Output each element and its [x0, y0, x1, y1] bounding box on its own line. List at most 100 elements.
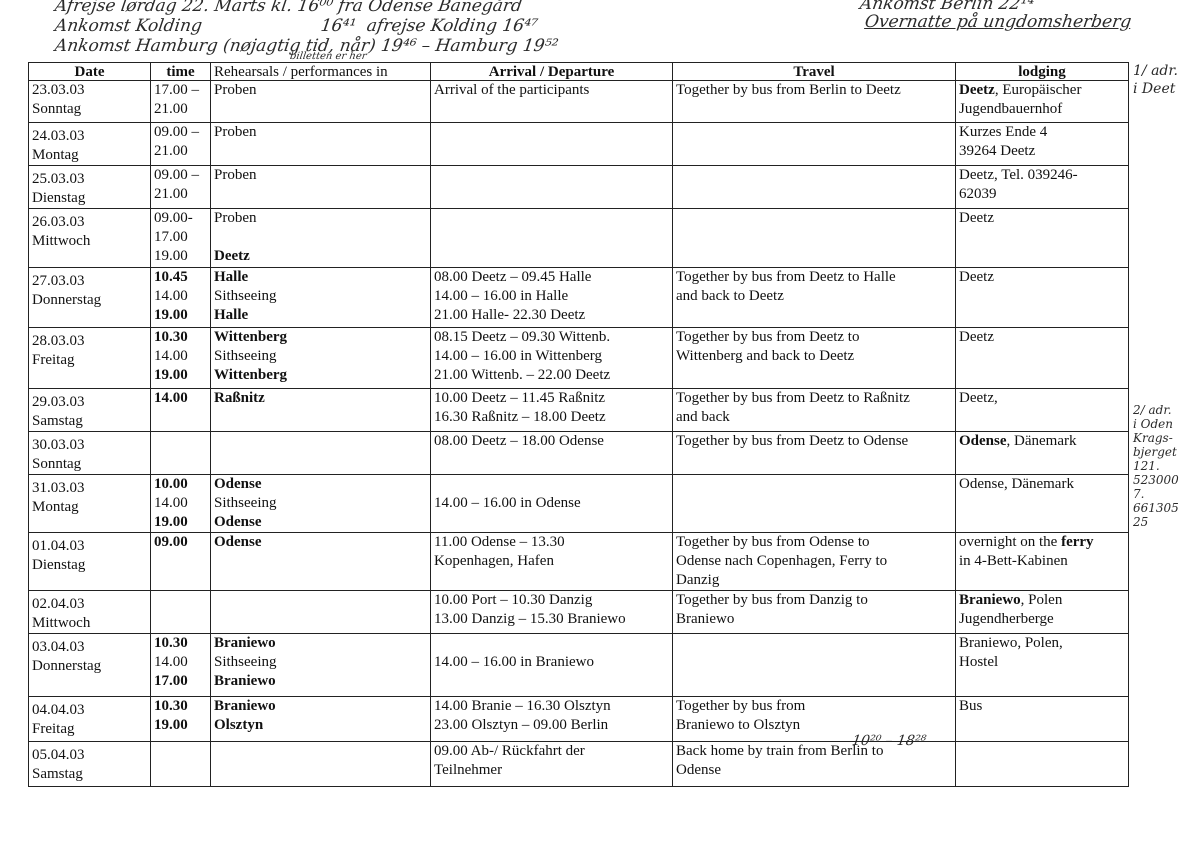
time-line: 17.00	[154, 229, 188, 245]
cell-date: 02.04.03 Mittwoch	[28, 590, 151, 634]
cell-arrival: 08.00 Deetz – 09.45 Halle 14.00 – 16.00 i…	[430, 267, 673, 328]
cell-time: 10.00 14.00 19.00	[150, 474, 211, 533]
lodging-line: Jugendbauernhof	[959, 100, 1125, 119]
cell-rehearsal: Braniewo Sithseeing Braniewo	[210, 633, 431, 697]
header-date: Date	[28, 62, 151, 81]
table-row: 01.04.03 Dienstag 09.00 Odense 11.00 Odense …	[28, 532, 1129, 591]
time-line: 14.00	[154, 288, 188, 304]
cell-arrival	[430, 208, 673, 268]
travel-line: Together by bus from Deetz to Raßnitz	[676, 390, 910, 406]
cell-date: 01.04.03 Dienstag	[28, 532, 151, 591]
time-line: 21.00	[154, 101, 188, 117]
arrival-line: 08.00 Deetz – 18.00 Odense	[434, 433, 604, 449]
rehearsal-line: Braniewo	[214, 635, 276, 651]
arrival-line: 13.00 Danzig – 15.30 Braniewo	[434, 611, 626, 627]
time-line: 19.00	[154, 717, 188, 733]
cell-travel: Together by bus from Braniewo to Olsztyn	[672, 696, 956, 742]
cell-rehearsal: Halle Sithseeing Halle	[210, 267, 431, 328]
lodging-line: 62039	[959, 185, 1125, 204]
lodging-text: 62039	[959, 186, 997, 202]
cell-time	[150, 590, 211, 634]
cell-lodging: Kurzes Ende 4 39264 Deetz	[955, 122, 1129, 166]
cell-time: 09.00 – 21.00	[150, 165, 211, 209]
weekday: Montag	[32, 499, 79, 515]
lodging-line: 39264 Deetz	[959, 142, 1125, 161]
cell-arrival: 11.00 Odense – 13.30 Kopenhagen, Hafen	[430, 532, 673, 591]
cell-arrival: 14.00 – 16.00 in Braniewo	[430, 633, 673, 697]
rehearsal-line: Sithseeing	[214, 348, 277, 364]
cell-lodging: Deetz	[955, 208, 1129, 268]
cell-lodging: Deetz	[955, 267, 1129, 328]
lodging-line: Deetz	[959, 269, 1125, 288]
arrival-line	[434, 476, 669, 495]
cell-date: 25.03.03 Dienstag	[28, 165, 151, 209]
lodging-line: Braniewo, Polen	[959, 592, 1125, 611]
date: 02.04.03	[32, 596, 85, 612]
cell-arrival: 08.15 Deetz – 09.30 Wittenb. 14.00 – 16.0…	[430, 327, 673, 389]
cell-travel: Together by bus from Berlin to Deetz	[672, 80, 956, 123]
rehearsal-line: Proben	[214, 82, 257, 98]
weekday: Samstag	[32, 766, 83, 782]
cell-lodging: Bus	[955, 696, 1129, 742]
rehearsal-line: Raßnitz	[214, 390, 265, 406]
lodging-text: Braniewo, Polen,	[959, 635, 1063, 651]
time-line: 17.00	[154, 673, 188, 689]
cell-travel	[672, 122, 956, 166]
cell-time: 10.30 19.00	[150, 696, 211, 742]
cell-rehearsal: Odense Sithseeing Odense	[210, 474, 431, 533]
lodging-text: , Polen	[1020, 592, 1063, 608]
cell-rehearsal: Proben	[210, 122, 431, 166]
arrival-line: 08.00 Deetz – 09.45 Halle	[434, 269, 592, 285]
time-line: 14.00	[154, 654, 188, 670]
rehearsal-line: Proben	[214, 124, 257, 140]
table-row: 03.04.03 Donnerstag 10.30 14.00 17.00 Braniew…	[28, 633, 1129, 697]
rehearsal-line: Wittenberg	[214, 329, 288, 345]
lodging-text: Jugendbauernhof	[959, 101, 1063, 117]
arrival-line: 14.00 – 16.00 in Halle	[434, 288, 569, 304]
travel-line: Together by bus from Odense to	[676, 534, 870, 550]
rehearsal-line: Deetz	[214, 248, 250, 264]
cell-time	[150, 741, 211, 787]
cell-travel	[672, 165, 956, 209]
cell-rehearsal: Odense	[210, 532, 431, 591]
weekday: Freitag	[32, 721, 75, 737]
cell-date: 27.03.03 Donnerstag	[28, 267, 151, 328]
header-row: Date time Rehearsals / performances in A…	[28, 62, 1129, 81]
table-row: 27.03.03 Donnerstag 10.45 14.00 19.00 Halle Si…	[28, 267, 1129, 328]
time-line: 10.30	[154, 329, 188, 345]
lodging-line: overnight on the ferry	[959, 534, 1125, 553]
cell-rehearsal: Proben	[210, 165, 431, 209]
arrival-line	[434, 635, 669, 654]
arrival-line: 14.00 – 16.00 in Braniewo	[434, 654, 594, 670]
lodging-text: Deetz, Tel. 039246-	[959, 167, 1078, 183]
table-row: 28.03.03 Freitag 10.30 14.00 19.00 Wittenberg…	[28, 327, 1129, 389]
lodging-place: Braniewo	[959, 592, 1021, 608]
lodging-text: Kurzes Ende 4	[959, 124, 1048, 140]
weekday: Samstag	[32, 413, 83, 429]
lodging-line: Deetz	[959, 210, 1125, 229]
time-line: 10.45	[154, 269, 188, 285]
cell-time: 14.00	[150, 388, 211, 432]
lodging-text: , Europäischer	[994, 82, 1082, 98]
arrival-line: 10.00 Port – 10.30 Danzig	[434, 592, 593, 608]
lodging-place: ferry	[1061, 534, 1094, 550]
cell-time: 09.00 – 21.00	[150, 122, 211, 166]
cell-travel: Together by bus from Deetz to Wittenberg …	[672, 327, 956, 389]
cell-travel: Together by bus from Deetz to Raßnitz and…	[672, 388, 956, 432]
cell-lodging: overnight on the ferry in 4-Bett-Kabinen	[955, 532, 1129, 591]
cell-time: 10.30 14.00 19.00	[150, 327, 211, 389]
rehearsal-line: Proben	[214, 167, 257, 183]
handwritten-note: billetten er her	[289, 51, 368, 62]
cell-arrival: 14.00 – 16.00 in Odense	[430, 474, 673, 533]
travel-line: Wittenberg and back to Deetz	[676, 348, 855, 364]
cell-lodging: Odense, Dänemark	[955, 474, 1129, 533]
cell-rehearsal: Proben Deetz	[210, 208, 431, 268]
arrival-line: 14.00 – 16.00 in Odense	[434, 495, 581, 511]
cell-date: 30.03.03 Sonntag	[28, 431, 151, 475]
lodging-line: Odense, Dänemark	[959, 476, 1125, 495]
table-row: 05.04.03 Samstag 09.00 Ab-/ Rückfahrt der T…	[28, 741, 1129, 787]
cell-travel	[672, 474, 956, 533]
cell-date: 29.03.03 Samstag	[28, 388, 151, 432]
cell-travel: Back home by train from Berlin to Odense	[672, 741, 956, 787]
time-line: 17.00 –	[154, 82, 199, 98]
